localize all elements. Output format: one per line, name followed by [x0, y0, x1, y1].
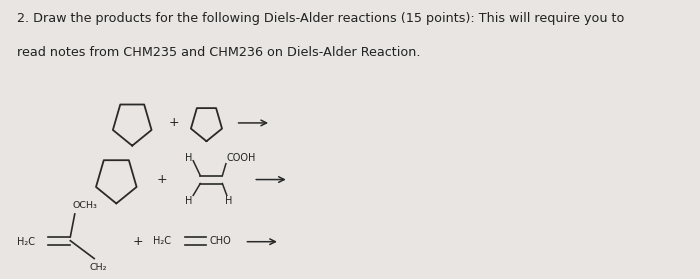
Text: H: H [185, 153, 193, 163]
Text: 2. Draw the products for the following Diels-Alder reactions (15 points): This w: 2. Draw the products for the following D… [17, 13, 624, 25]
Text: OCH₃: OCH₃ [72, 201, 97, 210]
Text: H: H [185, 196, 193, 206]
Text: H₂C: H₂C [18, 237, 35, 247]
Text: +: + [157, 173, 167, 186]
Text: CH₂: CH₂ [90, 263, 107, 273]
Text: H: H [225, 196, 232, 206]
Text: CHO: CHO [209, 236, 231, 246]
Text: H₂C: H₂C [153, 236, 172, 246]
Text: +: + [133, 235, 144, 248]
Text: read notes from CHM235 and CHM236 on Diels-Alder Reaction.: read notes from CHM235 and CHM236 on Die… [17, 45, 421, 59]
Text: COOH: COOH [227, 153, 256, 163]
Text: +: + [169, 116, 179, 129]
